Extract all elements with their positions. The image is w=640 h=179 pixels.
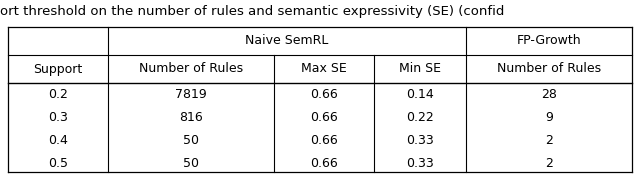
Text: 0.2: 0.2 — [48, 88, 68, 101]
Text: 0.4: 0.4 — [48, 134, 68, 147]
Text: Max SE: Max SE — [301, 62, 347, 76]
Text: 0.66: 0.66 — [310, 88, 337, 101]
Text: Min SE: Min SE — [399, 62, 441, 76]
Text: 7819: 7819 — [175, 88, 207, 101]
Text: 28: 28 — [541, 88, 557, 101]
Text: 0.33: 0.33 — [406, 134, 433, 147]
Text: 0.14: 0.14 — [406, 88, 433, 101]
Text: 50: 50 — [183, 134, 199, 147]
Text: 0.66: 0.66 — [310, 134, 337, 147]
Text: 0.33: 0.33 — [406, 157, 433, 170]
Text: 0.66: 0.66 — [310, 157, 337, 170]
Text: Number of Rules: Number of Rules — [497, 62, 601, 76]
Text: 50: 50 — [183, 157, 199, 170]
Text: 0.22: 0.22 — [406, 111, 433, 124]
Text: 816: 816 — [179, 111, 203, 124]
Text: 0.3: 0.3 — [48, 111, 68, 124]
Text: 2: 2 — [545, 157, 553, 170]
Text: FP-Growth: FP-Growth — [516, 35, 581, 47]
Text: Support: Support — [33, 62, 83, 76]
Text: 9: 9 — [545, 111, 553, 124]
Text: 0.5: 0.5 — [48, 157, 68, 170]
Text: 0.66: 0.66 — [310, 111, 337, 124]
Text: 2: 2 — [545, 134, 553, 147]
Text: ort threshold on the number of rules and semantic expressivity (SE) (confid: ort threshold on the number of rules and… — [0, 4, 504, 18]
Text: Number of Rules: Number of Rules — [139, 62, 243, 76]
Text: Naive SemRL: Naive SemRL — [245, 35, 328, 47]
